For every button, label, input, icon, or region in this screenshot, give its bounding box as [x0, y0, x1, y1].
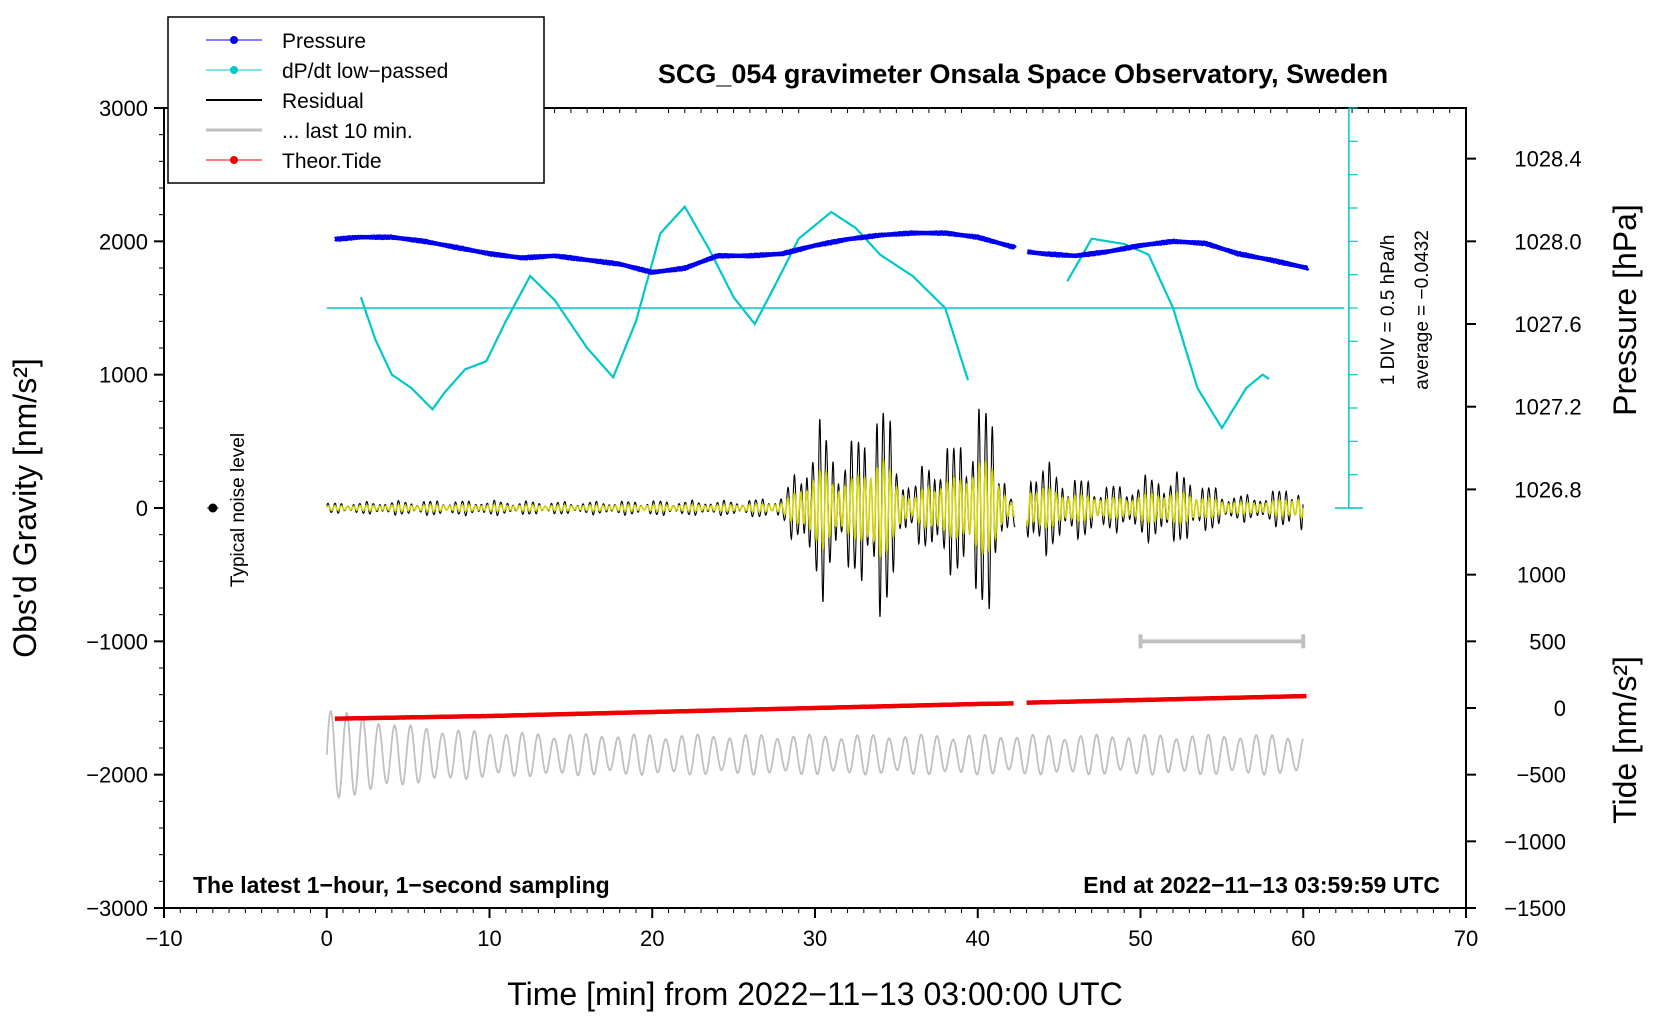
y-tick-label: −2000 [86, 763, 148, 788]
y-axis-label-left: Obs'd Gravity [nm/s²] [7, 358, 43, 658]
last-10-min-line [325, 709, 1304, 799]
x-tick-label: 30 [803, 926, 827, 951]
legend-dpdt-marker [230, 66, 238, 74]
residual-filtered-line [326, 458, 1016, 558]
tide-tick-label: 0 [1554, 696, 1566, 721]
x-tick-label: −10 [145, 926, 182, 951]
chart-title: SCG_054 gravimeter Onsala Space Observat… [658, 59, 1388, 89]
axis-ticks: −10 0 10 20 30 40 50 60 70 −3000 −2000 −1000 0 1000 20… [86, 96, 1581, 951]
tide-tick-label: −1500 [1504, 896, 1566, 921]
x-axis-label: Time [min] from 2022−11−13 03:00:00 UTC [507, 976, 1122, 1012]
legend-pressure-label: Pressure [282, 30, 366, 53]
dpdt-line [1066, 237, 1270, 431]
tide-tick-label: −1000 [1504, 829, 1566, 854]
theor-tide-line [1026, 693, 1307, 705]
y-axis-label-pressure: Pressure [hPa] [1607, 204, 1643, 416]
pressure-tick-label: 1027.6 [1514, 312, 1581, 337]
x-tick-label: 40 [966, 926, 990, 951]
pressure-tick-label: 1028.4 [1514, 147, 1581, 172]
series-layer [325, 204, 1344, 799]
pressure-tick-label: 1027.2 [1514, 395, 1581, 420]
x-tick-label: 20 [640, 926, 664, 951]
tide-tick-label: −500 [1516, 763, 1566, 788]
pressure-line [333, 230, 1017, 275]
legend-tide-marker [230, 156, 238, 164]
dpdt-line [359, 204, 970, 411]
tide-tick-label: 1000 [1517, 563, 1566, 588]
y-tick-label: 1000 [99, 363, 148, 388]
tide-tick-label: 500 [1529, 629, 1566, 654]
y-axis-label-tide: Tide [nm/s²] [1607, 656, 1643, 824]
y-tick-label: 3000 [99, 96, 148, 121]
x-tick-label: 60 [1291, 926, 1315, 951]
dpdt-average-label: average = −0.0432 [1412, 230, 1433, 390]
legend-tide-label: Theor.Tide [282, 150, 382, 173]
legend-last10-label: ... last 10 min. [282, 120, 413, 143]
x-tick-label: 70 [1454, 926, 1478, 951]
noise-level-marker [208, 503, 218, 513]
x-tick-label: 50 [1128, 926, 1152, 951]
dpdt-scale-label: 1 DIV = 0.5 hPa/h [1378, 235, 1399, 386]
theor-tide-line [334, 701, 1014, 721]
pressure-tick-label: 1028.0 [1514, 229, 1581, 254]
legend-pressure-marker [230, 36, 238, 44]
y-tick-label: 2000 [99, 229, 148, 254]
legend-dpdt-label: dP/dt low−passed [282, 60, 448, 83]
legend: Pressure dP/dt low−passed Residual ... l… [167, 16, 545, 184]
footer-sampling-note: The latest 1−hour, 1−second sampling [193, 872, 610, 898]
overlay-layer [206, 107, 1363, 649]
x-tick-label: 0 [321, 926, 333, 951]
pressure-line [1025, 238, 1310, 271]
footer-end-time: End at 2022−11−13 03:59:59 UTC [1083, 872, 1440, 898]
pressure-tick-label: 1026.8 [1514, 477, 1581, 502]
y-tick-label: 0 [136, 496, 148, 521]
residual-filtered-line [1025, 486, 1304, 531]
y-tick-label: −3000 [86, 896, 148, 921]
x-tick-label: 10 [477, 926, 501, 951]
noise-level-label: Typical noise level [228, 433, 249, 587]
y-tick-label: −1000 [86, 629, 148, 654]
legend-residual-label: Residual [282, 90, 364, 113]
